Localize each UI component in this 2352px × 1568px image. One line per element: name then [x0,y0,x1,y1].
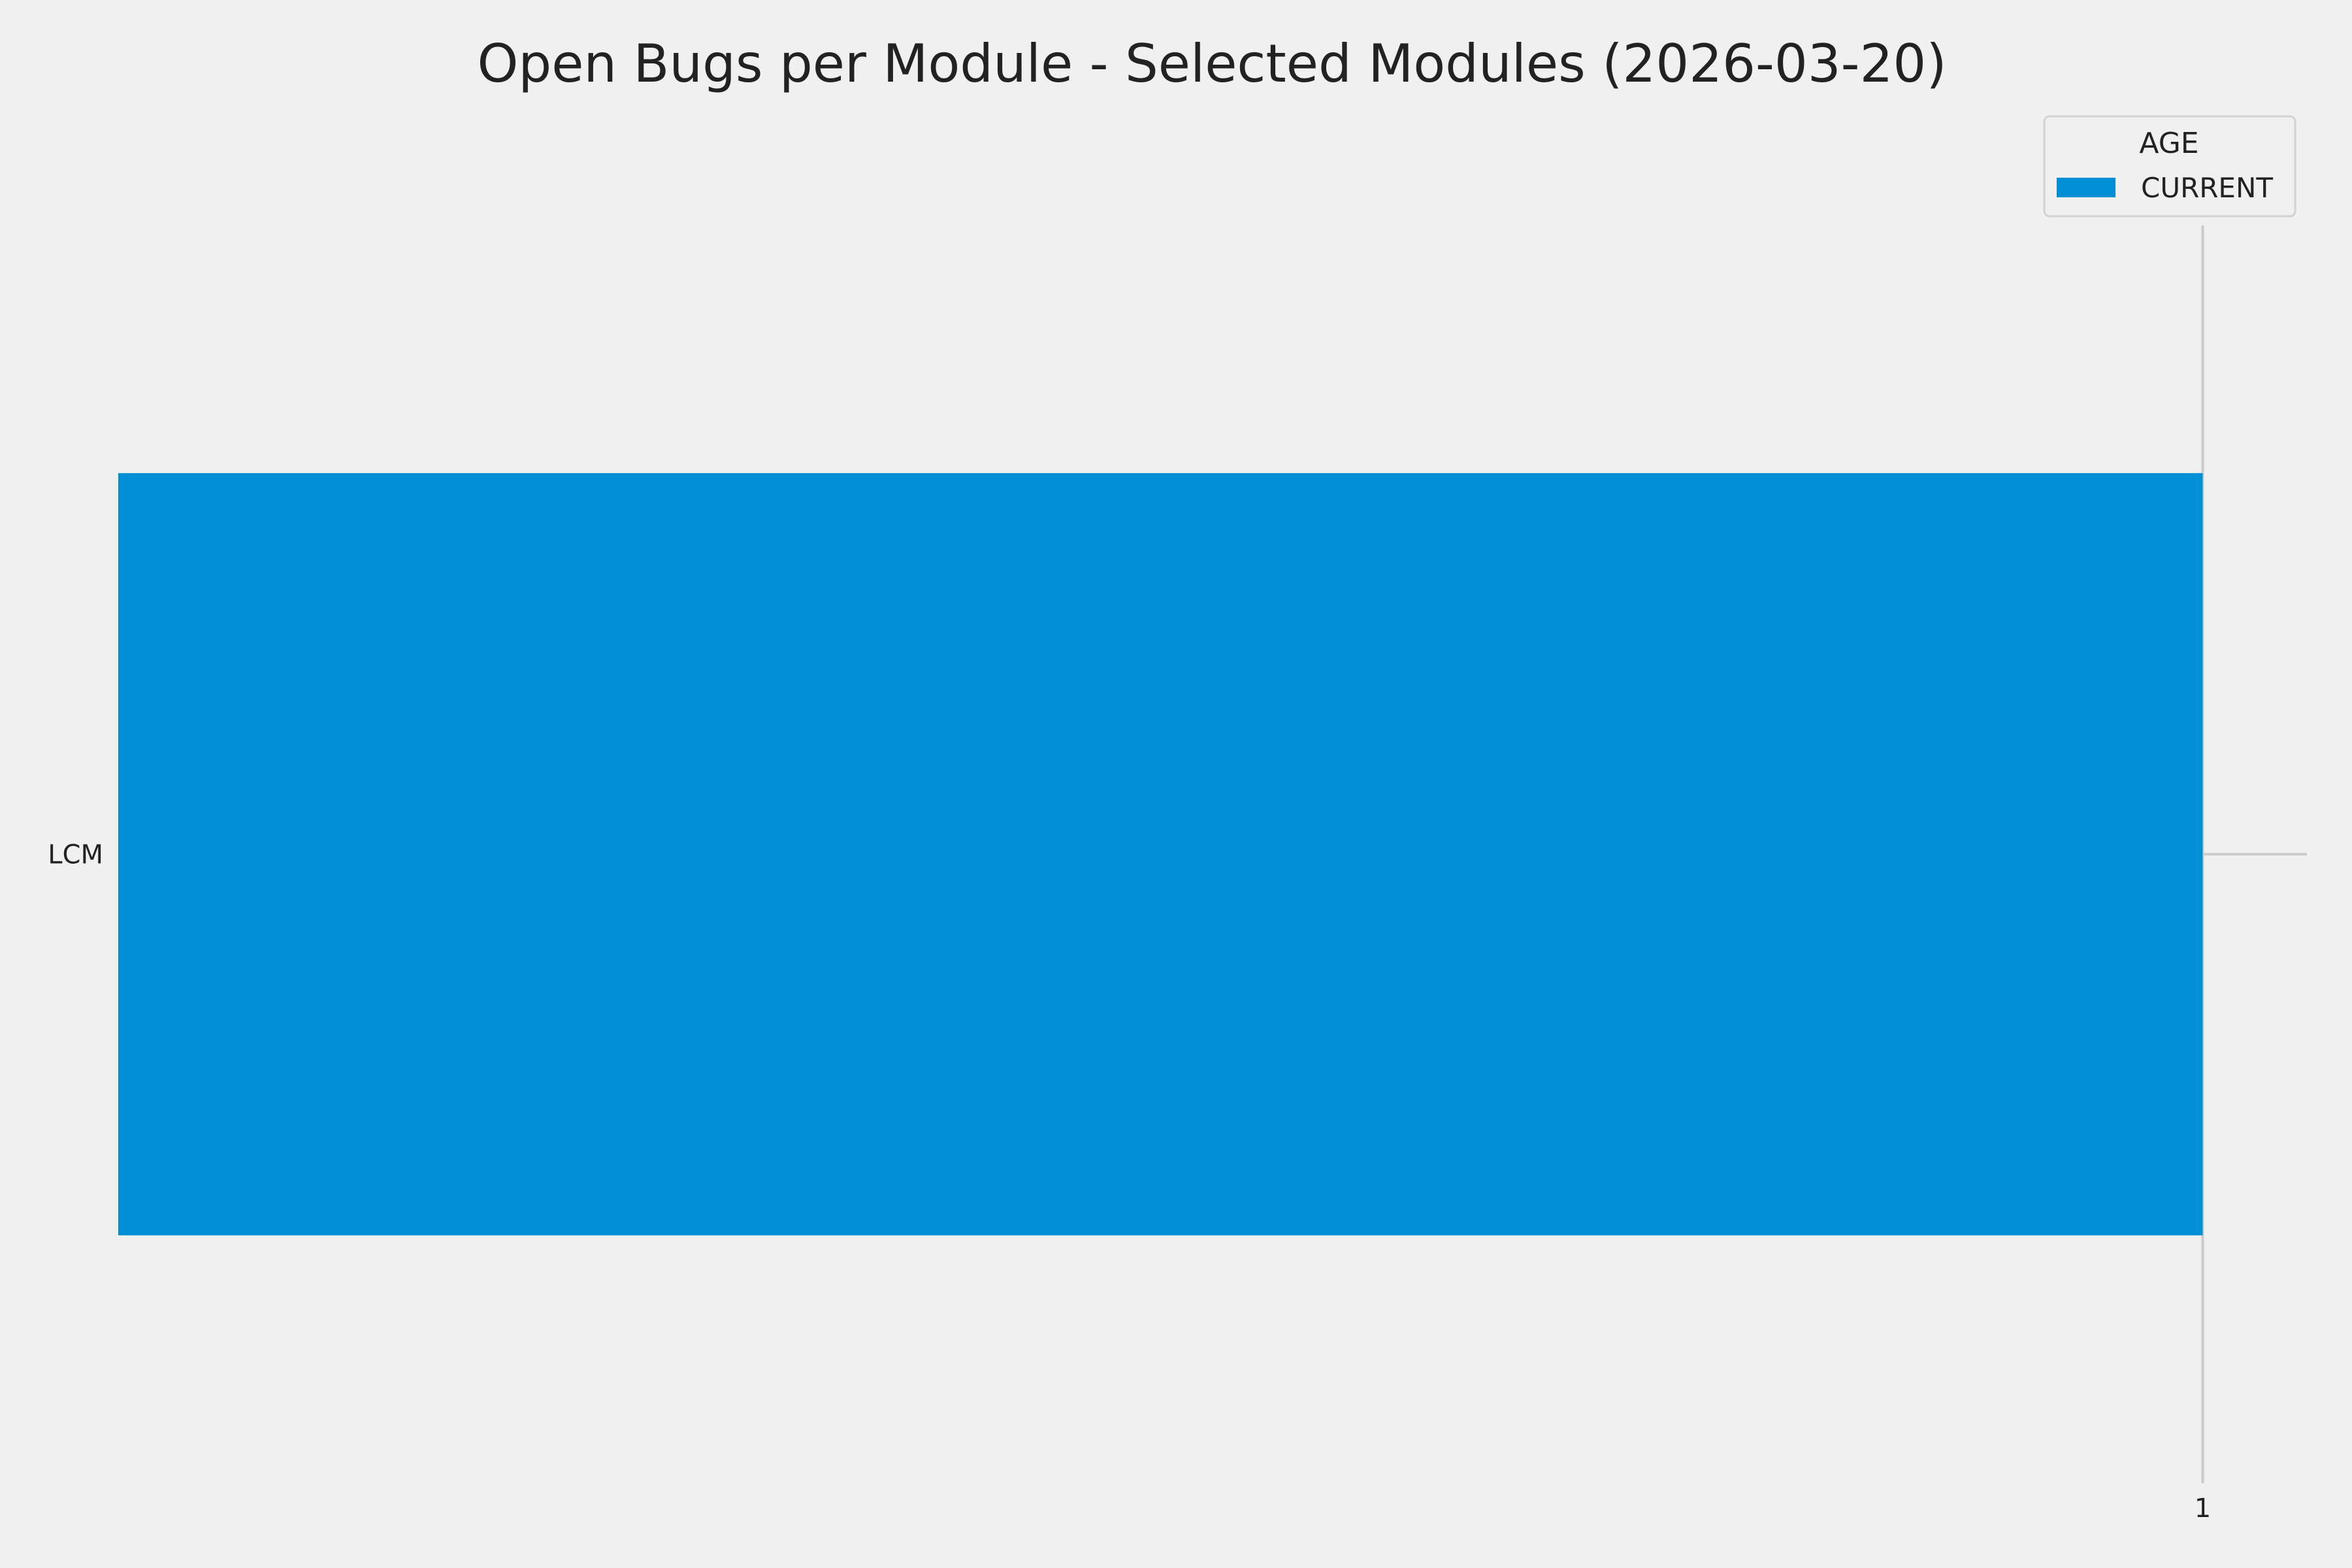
chart-title: Open Bugs per Module - Selected Modules … [477,33,1946,94]
legend-title: AGE [2139,127,2198,160]
y-tick-labels: LCM [48,840,103,870]
x-tick-label: 1 [2195,1494,2211,1524]
bars [118,473,2203,1235]
legend: AGE CURRENT [2043,115,2296,218]
bar-lcm-current [118,473,2203,1235]
y-tick-label: LCM [48,840,103,870]
legend-label-current: CURRENT [2141,172,2273,204]
legend-swatch-current [2057,178,2115,197]
x-tick-labels: 1 [2195,1494,2211,1524]
